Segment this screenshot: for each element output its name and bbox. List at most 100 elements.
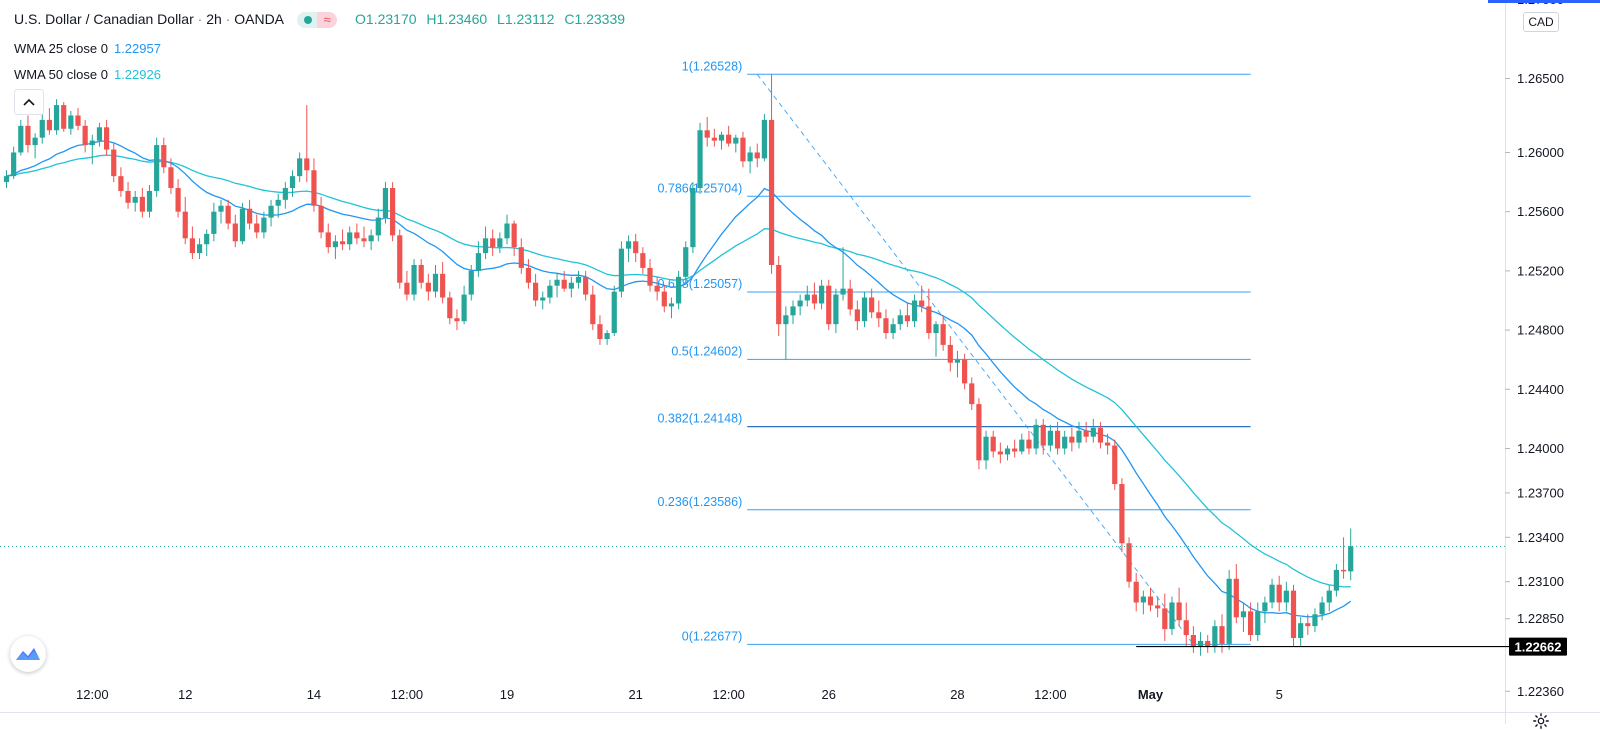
candle-body	[1112, 445, 1118, 485]
price-tick-label: 1.26000	[1517, 145, 1564, 160]
candle	[1226, 569, 1232, 650]
candle-body	[211, 211, 217, 234]
candle	[454, 309, 460, 331]
candle	[819, 279, 825, 310]
currency-label[interactable]: CAD	[1523, 12, 1559, 32]
candle	[1033, 418, 1039, 455]
candle-body	[1305, 623, 1311, 627]
candle-body	[604, 333, 610, 339]
candle-body	[232, 223, 238, 242]
candle-body	[625, 241, 632, 249]
time-tick-label: 12:00	[1034, 687, 1067, 702]
indicator-wma50[interactable]: WMA 50 close 0 1.22926	[14, 67, 161, 82]
candle-body	[761, 119, 767, 159]
candle-body	[861, 297, 868, 322]
candle-body	[976, 404, 982, 461]
candle	[89, 134, 95, 165]
candle-body	[583, 276, 589, 295]
candle	[1197, 632, 1204, 656]
candle-body	[1219, 626, 1225, 644]
symbol-name[interactable]: U.S. Dollar / Canadian Dollar	[14, 11, 194, 27]
candle	[175, 179, 181, 218]
candle-body	[468, 270, 474, 295]
candle-body	[533, 282, 539, 301]
candle	[118, 167, 124, 197]
support-price-tag	[1509, 637, 1567, 656]
candle-body	[504, 223, 510, 239]
candle	[704, 116, 710, 147]
candle	[533, 273, 539, 307]
candle-body	[361, 238, 367, 242]
candle	[211, 202, 217, 242]
candle-body	[876, 312, 882, 319]
candle	[583, 270, 589, 301]
candle-body	[1212, 626, 1218, 647]
ohlc-close-label: C	[564, 11, 575, 27]
candle-body	[18, 125, 24, 153]
time-tick-label: 12	[178, 687, 192, 702]
market-open-icon[interactable]	[297, 12, 318, 29]
candle-body	[1276, 584, 1282, 603]
candle	[482, 226, 489, 260]
candle-body	[518, 247, 524, 268]
time-axis[interactable]: 12:00 12 14 12:00 19 21 12:00 26 28 12:00 May 5	[76, 687, 1283, 702]
tradingview-logo-button[interactable]	[10, 636, 46, 672]
candle	[361, 226, 367, 248]
candle-body	[897, 315, 903, 325]
candle-body	[911, 300, 918, 322]
ohlc-close-value: 1.23339	[574, 11, 626, 27]
candle-body	[854, 309, 860, 322]
candle-body	[640, 253, 646, 268]
price-tick-label: 1.23100	[1517, 574, 1564, 589]
candle-body	[297, 158, 303, 177]
candle-body	[1054, 430, 1061, 449]
candle-body	[425, 282, 431, 292]
candle	[1076, 421, 1082, 449]
candle-body	[1269, 584, 1275, 603]
candle	[11, 146, 17, 180]
interval-label[interactable]: 2h	[206, 11, 222, 27]
candle	[804, 285, 810, 307]
support-price-label: 1.22662	[1515, 640, 1562, 655]
candle	[733, 134, 739, 153]
ohlc-open-label: O	[355, 11, 366, 27]
candle-body	[1033, 424, 1039, 449]
fib-level-label: 1(1.26528)	[682, 59, 742, 73]
status-badge[interactable]: ≈	[297, 12, 338, 29]
indicator-wma25[interactable]: WMA 25 close 0 1.22957	[14, 41, 161, 56]
candle	[1062, 430, 1068, 455]
candle-body	[1183, 620, 1189, 636]
candle-body	[139, 196, 145, 212]
candle	[261, 211, 267, 239]
candle-body	[890, 324, 896, 334]
candle-body	[668, 303, 675, 307]
candle	[46, 108, 52, 135]
fib-level-label: 0.382(1.24148)	[657, 412, 742, 426]
candle	[954, 350, 961, 378]
candle-body	[1298, 623, 1304, 638]
candle-body	[96, 127, 103, 141]
candle	[711, 128, 717, 147]
candle-body	[940, 324, 946, 345]
fib-retracement[interactable]: 1(1.26528)0.786(1.25704)0.618(1.25057)0.…	[657, 59, 1251, 645]
candle-body	[325, 232, 331, 248]
candle-body	[132, 196, 138, 203]
candle	[1340, 537, 1347, 579]
gear-icon[interactable]	[1532, 712, 1550, 730]
candle	[368, 229, 374, 251]
price-tick-label: 1.25600	[1517, 204, 1564, 219]
candle	[926, 288, 932, 339]
candle	[1333, 563, 1339, 597]
candle	[268, 199, 274, 227]
ohlc-high-value: 1.23460	[436, 11, 488, 27]
candle-body	[53, 105, 60, 131]
candle-body	[797, 300, 803, 307]
wave-icon[interactable]: ≈	[317, 12, 338, 29]
candle	[790, 300, 796, 325]
candle	[883, 309, 889, 339]
candle-body	[390, 187, 396, 236]
collapse-legend-button[interactable]	[14, 89, 44, 115]
